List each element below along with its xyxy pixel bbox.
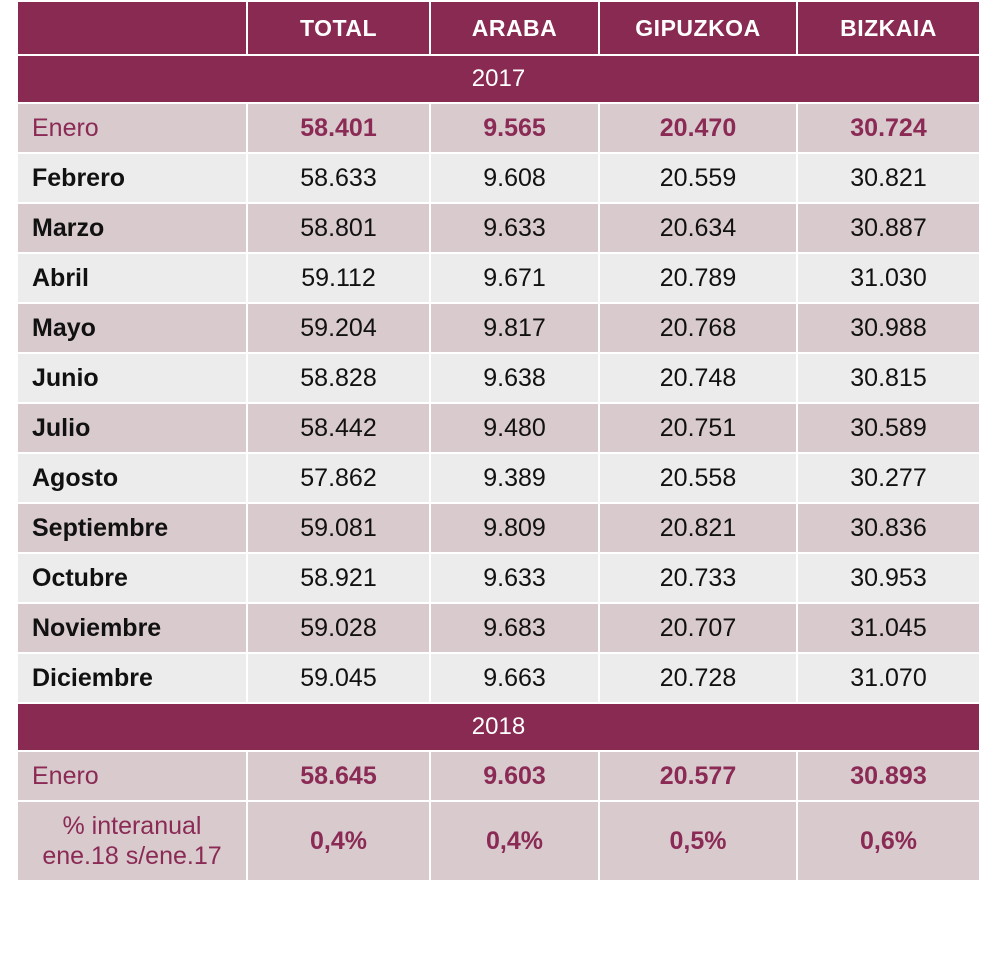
month-cell: Noviembre xyxy=(16,602,248,654)
table-row: Septiembre 59.081 9.809 20.821 30.836 xyxy=(16,502,981,554)
table-row: Marzo 58.801 9.633 20.634 30.887 xyxy=(16,202,981,254)
percent-cell-araba: 0,4% xyxy=(429,800,600,882)
table-row: Agosto 57.862 9.389 20.558 30.277 xyxy=(16,452,981,504)
value-cell-araba: 9.683 xyxy=(429,602,600,654)
value-cell-bizkaia: 30.815 xyxy=(796,352,981,404)
year-row-2018: 2018 xyxy=(16,702,981,752)
value-cell-gipuzkoa: 20.768 xyxy=(598,302,798,354)
table-row: Enero 58.401 9.565 20.470 30.724 xyxy=(16,102,981,154)
interannual-label: % interanual ene.18 s/ene.17 xyxy=(16,800,248,882)
value-cell-bizkaia: 30.724 xyxy=(796,102,981,154)
year-label-2018: 2018 xyxy=(16,702,981,752)
interannual-label-line2: ene.18 s/ene.17 xyxy=(42,842,222,870)
interannual-percent-row: % interanual ene.18 s/ene.17 0,4% 0,4% 0,5% 0… xyxy=(16,800,981,882)
value-cell-araba: 9.633 xyxy=(429,552,600,604)
value-cell-araba: 9.663 xyxy=(429,652,600,704)
month-cell: Septiembre xyxy=(16,502,248,554)
value-cell-total: 59.204 xyxy=(246,302,431,354)
value-cell-total: 58.801 xyxy=(246,202,431,254)
value-cell-gipuzkoa: 20.634 xyxy=(598,202,798,254)
value-cell-bizkaia: 30.887 xyxy=(796,202,981,254)
value-cell-total: 58.828 xyxy=(246,352,431,404)
value-cell-bizkaia: 31.045 xyxy=(796,602,981,654)
value-cell-bizkaia: 30.836 xyxy=(796,502,981,554)
month-cell: Julio xyxy=(16,402,248,454)
year-label-2017: 2017 xyxy=(16,54,981,104)
month-cell: Diciembre xyxy=(16,652,248,704)
percent-cell-gipuzkoa: 0,5% xyxy=(598,800,798,882)
data-table-container: TOTAL ARABA GIPUZKOA BIZKAIA 2017 Enero 5… xyxy=(16,0,981,882)
header-cell-bizkaia: BIZKAIA xyxy=(796,0,981,56)
value-cell-gipuzkoa: 20.821 xyxy=(598,502,798,554)
value-cell-gipuzkoa: 20.558 xyxy=(598,452,798,504)
percent-cell-total: 0,4% xyxy=(246,800,431,882)
value-cell-araba: 9.809 xyxy=(429,502,600,554)
header-cell-total: TOTAL xyxy=(246,0,431,56)
value-cell-total: 58.442 xyxy=(246,402,431,454)
value-cell-araba: 9.633 xyxy=(429,202,600,254)
month-cell: Enero xyxy=(16,102,248,154)
value-cell-gipuzkoa: 20.728 xyxy=(598,652,798,704)
value-cell-total: 58.645 xyxy=(246,750,431,802)
table-row: Octubre 58.921 9.633 20.733 30.953 xyxy=(16,552,981,604)
value-cell-bizkaia: 30.277 xyxy=(796,452,981,504)
month-cell: Enero xyxy=(16,750,248,802)
value-cell-total: 58.401 xyxy=(246,102,431,154)
table-row: Mayo 59.204 9.817 20.768 30.988 xyxy=(16,302,981,354)
value-cell-araba: 9.671 xyxy=(429,252,600,304)
value-cell-araba: 9.638 xyxy=(429,352,600,404)
month-cell: Junio xyxy=(16,352,248,404)
month-cell: Agosto xyxy=(16,452,248,504)
month-cell: Octubre xyxy=(16,552,248,604)
table-row: Diciembre 59.045 9.663 20.728 31.070 xyxy=(16,652,981,704)
value-cell-total: 58.633 xyxy=(246,152,431,204)
percent-cell-bizkaia: 0,6% xyxy=(796,800,981,882)
value-cell-bizkaia: 30.821 xyxy=(796,152,981,204)
value-cell-bizkaia: 31.030 xyxy=(796,252,981,304)
value-cell-bizkaia: 30.988 xyxy=(796,302,981,354)
value-cell-bizkaia: 30.589 xyxy=(796,402,981,454)
value-cell-bizkaia: 30.953 xyxy=(796,552,981,604)
table-row: Noviembre 59.028 9.683 20.707 31.045 xyxy=(16,602,981,654)
header-cell-araba: ARABA xyxy=(429,0,600,56)
month-cell: Marzo xyxy=(16,202,248,254)
value-cell-gipuzkoa: 20.751 xyxy=(598,402,798,454)
table-row: Junio 58.828 9.638 20.748 30.815 xyxy=(16,352,981,404)
value-cell-araba: 9.608 xyxy=(429,152,600,204)
value-cell-bizkaia: 30.893 xyxy=(796,750,981,802)
value-cell-araba: 9.565 xyxy=(429,102,600,154)
table-row: Febrero 58.633 9.608 20.559 30.821 xyxy=(16,152,981,204)
value-cell-gipuzkoa: 20.789 xyxy=(598,252,798,304)
value-cell-total: 59.028 xyxy=(246,602,431,654)
table-row: Enero 58.645 9.603 20.577 30.893 xyxy=(16,750,981,802)
employment-table: TOTAL ARABA GIPUZKOA BIZKAIA 2017 Enero 5… xyxy=(16,0,981,882)
header-cell-empty xyxy=(16,0,248,56)
value-cell-total: 58.921 xyxy=(246,552,431,604)
value-cell-araba: 9.817 xyxy=(429,302,600,354)
value-cell-gipuzkoa: 20.733 xyxy=(598,552,798,604)
value-cell-total: 59.045 xyxy=(246,652,431,704)
table-row: Julio 58.442 9.480 20.751 30.589 xyxy=(16,402,981,454)
value-cell-araba: 9.389 xyxy=(429,452,600,504)
value-cell-gipuzkoa: 20.470 xyxy=(598,102,798,154)
value-cell-gipuzkoa: 20.707 xyxy=(598,602,798,654)
value-cell-gipuzkoa: 20.577 xyxy=(598,750,798,802)
value-cell-total: 57.862 xyxy=(246,452,431,504)
value-cell-total: 59.112 xyxy=(246,252,431,304)
value-cell-araba: 9.480 xyxy=(429,402,600,454)
table-row: Abril 59.112 9.671 20.789 31.030 xyxy=(16,252,981,304)
value-cell-total: 59.081 xyxy=(246,502,431,554)
header-row: TOTAL ARABA GIPUZKOA BIZKAIA xyxy=(16,0,981,56)
month-cell: Mayo xyxy=(16,302,248,354)
year-row-2017: 2017 xyxy=(16,54,981,104)
value-cell-bizkaia: 31.070 xyxy=(796,652,981,704)
header-cell-gipuzkoa: GIPUZKOA xyxy=(598,0,798,56)
interannual-label-line1: % interanual xyxy=(62,812,202,840)
table-body: 2017 Enero 58.401 9.565 20.470 30.724 Febrero… xyxy=(16,54,981,882)
value-cell-araba: 9.603 xyxy=(429,750,600,802)
value-cell-gipuzkoa: 20.559 xyxy=(598,152,798,204)
month-cell: Febrero xyxy=(16,152,248,204)
value-cell-gipuzkoa: 20.748 xyxy=(598,352,798,404)
month-cell: Abril xyxy=(16,252,248,304)
